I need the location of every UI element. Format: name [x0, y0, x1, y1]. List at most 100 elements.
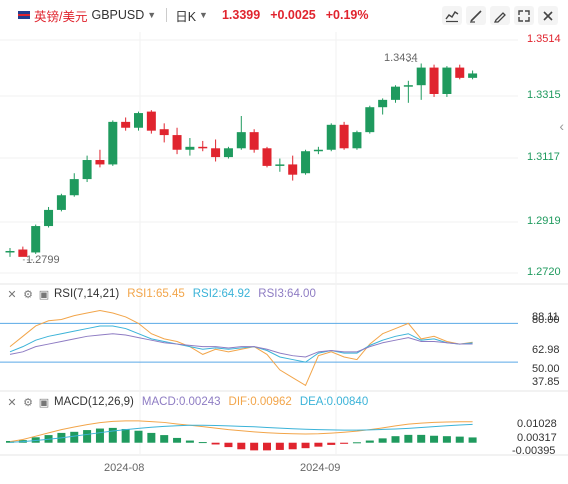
indicator-icon[interactable]: [442, 6, 462, 25]
candle-body: [429, 67, 439, 94]
rsi-axis-label: 80.00: [532, 314, 560, 326]
macd-histogram-bar: [391, 436, 400, 443]
rsi-axis-label: 62.98: [532, 344, 560, 356]
macd-histogram-bar: [378, 438, 387, 443]
price-axis-label: 1.3514: [527, 33, 561, 45]
chevron-left-icon[interactable]: ‹: [559, 118, 564, 134]
candle-body: [288, 164, 298, 175]
dif-value: DIF:0.00962: [228, 396, 292, 408]
candle-body: [198, 146, 208, 149]
symbol-label: GBPUSD: [91, 8, 145, 22]
toolbar-divider: [166, 8, 168, 22]
candle-body: [378, 99, 388, 108]
macd-histogram-bar: [455, 436, 464, 443]
rsi-name: RSI(7,14,21): [54, 288, 120, 300]
candle-body: [69, 179, 79, 196]
candle-body: [134, 113, 143, 128]
macd-histogram-bar: [468, 437, 477, 443]
rsi3-value: RSI3:64.00: [258, 288, 316, 300]
macd-histogram-bar: [185, 440, 194, 443]
macd-histogram-bar: [147, 432, 156, 443]
settings-icon[interactable]: ⚙: [23, 288, 33, 301]
rsi-axis-label: 37.85: [532, 376, 560, 388]
macd-histogram-bar: [83, 430, 92, 443]
candle-body: [82, 160, 92, 180]
macd-histogram-bar: [108, 427, 117, 443]
macd-axis-label: 0.01028: [517, 418, 557, 430]
chevron-down-icon: ▼: [199, 10, 208, 20]
candle-body: [262, 148, 272, 166]
macd-histogram-bar: [263, 442, 271, 451]
macd-histogram-bar: [327, 442, 336, 445]
candle-body: [416, 67, 426, 86]
candle-body: [391, 86, 400, 100]
macd-histogram-bar: [70, 431, 79, 443]
close-icon[interactable]: ✕: [7, 396, 17, 409]
macd-axis-label: -0.00395: [512, 445, 556, 457]
macd-histogram-bar: [275, 442, 284, 450]
macd-histogram-bar: [160, 435, 169, 443]
candle-body: [5, 250, 15, 253]
candle-body: [56, 195, 66, 210]
candle-body: [249, 132, 259, 150]
candle-body: [236, 132, 246, 149]
macd-header: ✕ ⚙ ▣ MACD(12,26,9) MACD:0.00243 DIF:0.0…: [6, 396, 368, 409]
macd-histogram-bar: [314, 442, 323, 447]
macd-histogram-bar: [121, 428, 130, 443]
candle-body: [121, 121, 131, 128]
chart-toolbar: 英镑/美元 GBPUSD ▼ 日K ▼ 1.3399 +0.0025 +0.19…: [0, 0, 568, 30]
macd-histogram-bar: [352, 442, 361, 444]
rsi2-value: RSI2:64.92: [192, 288, 251, 300]
macd-histogram-bar: [301, 442, 310, 449]
macd-axis-label: 0.00317: [517, 432, 557, 444]
macd-histogram-bar: [365, 440, 374, 443]
last-price: 1.3399: [221, 8, 261, 22]
macd-histogram-bar: [198, 442, 207, 444]
rsi-axis-label: 88.11: [532, 311, 559, 323]
x-axis-label: 2024-09: [300, 462, 341, 474]
macd-histogram-bar: [173, 437, 182, 443]
candle-body: [185, 146, 195, 150]
close-icon[interactable]: [538, 6, 558, 25]
macd-histogram-bar: [250, 442, 259, 451]
price-axis-label: 1.3117: [527, 151, 560, 163]
macd-histogram-bar: [288, 442, 297, 450]
macd-name: MACD(12,26,9): [54, 396, 134, 408]
timeframe-label: 日K: [175, 9, 197, 24]
candle-body: [442, 67, 452, 94]
candle-body: [275, 164, 285, 166]
dif-line: [9, 420, 473, 443]
rsi-axis-label: 50.00: [532, 363, 560, 375]
candle-body: [326, 124, 336, 150]
price-axis-label: 1.2720: [527, 266, 561, 278]
price-axis-label: 1.3315: [527, 89, 561, 101]
macd-histogram-bar: [442, 436, 451, 443]
pair-name: 英镑/美元: [34, 9, 88, 24]
draw-icon[interactable]: [466, 6, 486, 25]
chevron-down-icon: ▼: [147, 10, 157, 20]
fullscreen-icon[interactable]: [514, 6, 534, 25]
candle-body: [455, 67, 465, 78]
candle-body: [159, 129, 169, 136]
rsi1-value: RSI1:65.45: [127, 288, 185, 300]
macd-histogram-bar: [430, 435, 439, 443]
macd-value: MACD:0.00243: [141, 396, 221, 408]
price-change: +0.0025: [270, 8, 316, 22]
close-icon[interactable]: ✕: [7, 288, 17, 301]
macd-histogram-bar: [31, 437, 40, 443]
macd-histogram-bar: [417, 434, 426, 443]
low-price-marker: 1.2799: [26, 254, 60, 266]
candle-body: [95, 160, 105, 165]
candle-body: [31, 226, 41, 253]
candle-body: [146, 111, 156, 131]
pencil-icon[interactable]: [490, 6, 510, 25]
candle-body: [352, 132, 362, 149]
macd-histogram-bar: [95, 428, 104, 443]
rsi3-line: [9, 333, 473, 358]
timeframe-selector[interactable]: 日K ▼: [175, 6, 208, 25]
macd-histogram-bar: [134, 430, 143, 443]
symbol-selector[interactable]: GBPUSD ▼: [91, 8, 156, 22]
settings-icon[interactable]: ⚙: [23, 396, 33, 409]
candle-body: [468, 73, 478, 78]
